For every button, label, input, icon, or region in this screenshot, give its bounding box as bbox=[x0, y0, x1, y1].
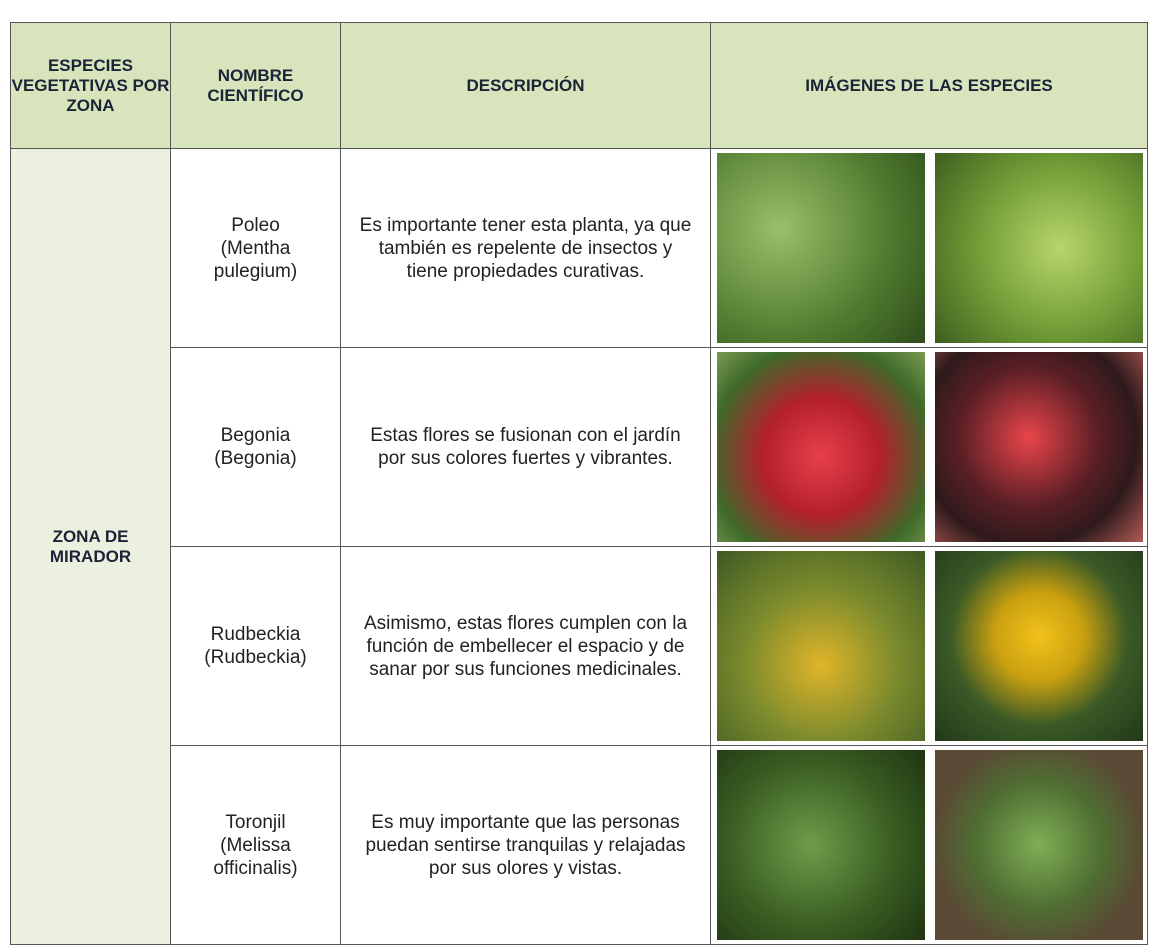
name-text: Toronjil (Melissa officinalis) bbox=[213, 811, 298, 879]
images-cell bbox=[710, 745, 1148, 945]
species-image bbox=[935, 352, 1143, 542]
species-row: Toronjil (Melissa officinalis) Es muy imp… bbox=[11, 745, 1148, 945]
species-image bbox=[935, 750, 1143, 940]
species-image bbox=[717, 750, 925, 940]
image-pair bbox=[711, 153, 1147, 343]
zone-cell: ZONA DE MIRADOR bbox=[10, 148, 171, 945]
header-row: ESPECIES VEGETATIVAS POR ZONA NOMBRE CIEN… bbox=[10, 22, 1148, 149]
images-cell bbox=[710, 347, 1148, 547]
species-image bbox=[717, 551, 925, 741]
description: Es muy importante que las personas pueda… bbox=[340, 745, 711, 945]
description-text: Asimismo, estas flores cumplen con la fu… bbox=[363, 612, 688, 680]
description: Asimismo, estas flores cumplen con la fu… bbox=[340, 546, 711, 746]
description: Es importante tener esta planta, ya que … bbox=[340, 148, 711, 348]
species-row: Rudbeckia (Rudbeckia) Asimismo, estas flo… bbox=[11, 546, 1148, 746]
name-text: Poleo (Mentha pulegium) bbox=[213, 214, 298, 282]
table-body: ZONA DE MIRADOR Poleo (Mentha pulegium) Es… bbox=[10, 148, 1148, 945]
species-image bbox=[717, 153, 925, 343]
column-header: ESPECIES VEGETATIVAS POR ZONA bbox=[10, 22, 171, 149]
image-pair bbox=[711, 352, 1147, 542]
column-header: IMÁGENES DE LAS ESPECIES bbox=[710, 22, 1148, 149]
species-row: Begonia (Begonia) Estas flores se fusiona… bbox=[11, 347, 1148, 547]
description: Estas flores se fusionan con el jardín p… bbox=[340, 347, 711, 547]
name-text: Rudbeckia (Rudbeckia) bbox=[204, 624, 307, 668]
species-image bbox=[935, 551, 1143, 741]
images-cell bbox=[710, 148, 1148, 348]
scientific-name: Rudbeckia (Rudbeckia) bbox=[170, 546, 341, 746]
scientific-name: Toronjil (Melissa officinalis) bbox=[170, 745, 341, 945]
image-pair bbox=[711, 551, 1147, 741]
name-text: Begonia (Begonia) bbox=[214, 425, 297, 469]
species-row: ZONA DE MIRADOR Poleo (Mentha pulegium) Es… bbox=[10, 148, 1148, 945]
species-table: ESPECIES VEGETATIVAS POR ZONA NOMBRE CIEN… bbox=[10, 22, 1148, 945]
column-header: DESCRIPCIÓN bbox=[340, 22, 711, 149]
species-image bbox=[935, 153, 1143, 343]
description-text: Es muy importante que las personas pueda… bbox=[365, 811, 686, 879]
column-header: NOMBRE CIENTÍFICO bbox=[170, 22, 341, 149]
species-image bbox=[717, 352, 925, 542]
images-cell bbox=[710, 546, 1148, 746]
scientific-name: Poleo (Mentha pulegium) bbox=[170, 148, 341, 348]
description-text: Es importante tener esta planta, ya que … bbox=[359, 214, 692, 282]
image-pair bbox=[711, 750, 1147, 940]
description-text: Estas flores se fusionan con el jardín p… bbox=[370, 425, 681, 469]
scientific-name: Begonia (Begonia) bbox=[170, 347, 341, 547]
